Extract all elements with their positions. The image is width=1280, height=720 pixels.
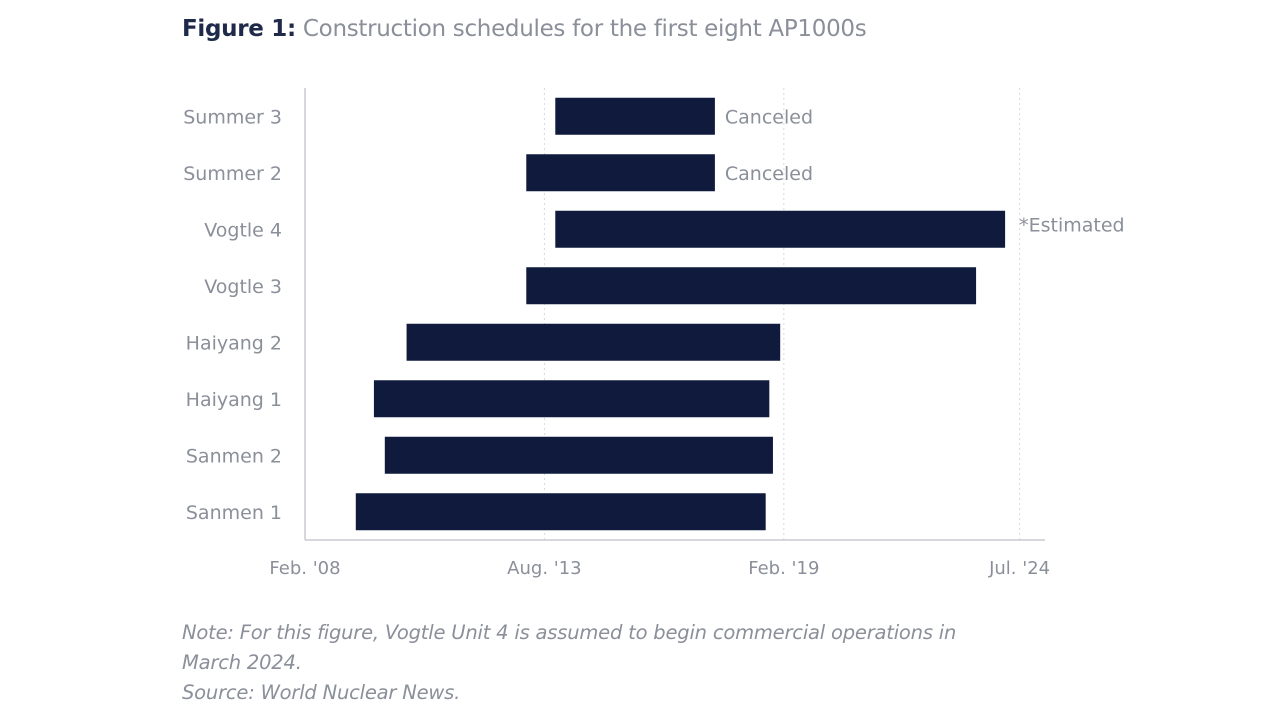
bar-annotation: Canceled [725,163,813,185]
x-tick-label: Feb. '08 [269,558,340,579]
figure-title: Figure 1: Construction schedules for the… [182,16,867,42]
bar [384,436,773,474]
figure-note: Note: For this figure, Vogtle Unit 4 is … [182,618,1102,708]
bar [526,154,715,192]
bar [526,267,977,305]
figure-caption: Construction schedules for the first eig… [302,16,867,42]
bar-annotation: Canceled [725,106,813,128]
category-label: Haiyang 2 [186,332,282,354]
bars [355,97,1006,531]
note-line-1: Note: For this figure, Vogtle Unit 4 is … [182,621,957,644]
bar-annotations: Canceled Canceled *Estimated [725,106,1125,236]
category-label: Sanmen 1 [186,502,282,524]
bar [406,323,781,361]
axes [304,88,1045,541]
category-labels: Summer 3 Summer 2 Vogtle 4 Vogtle 3 Haiyang … [183,106,282,524]
x-tick-label: Feb. '19 [748,558,819,579]
source-line: Source: World Nuclear News. [182,681,461,704]
bar [555,210,1006,248]
category-label: Vogtle 3 [204,276,282,298]
category-label: Summer 3 [183,106,282,128]
note-line-2: March 2024. [182,651,302,674]
x-tick-labels: Feb. '08 Aug. '13 Feb. '19 Jul. '24 [269,558,1050,579]
x-tick-label: Aug. '13 [507,558,581,579]
category-label: Summer 2 [183,163,282,185]
bar-annotation: *Estimated [1019,214,1124,236]
category-label: Sanmen 2 [186,445,282,467]
x-tick-label: Jul. '24 [988,558,1050,579]
category-label: Vogtle 4 [204,219,282,241]
bar [555,97,715,135]
bar [355,493,766,531]
figure-label: Figure 1: [182,16,296,42]
bar [373,380,770,418]
category-label: Haiyang 1 [186,389,282,411]
